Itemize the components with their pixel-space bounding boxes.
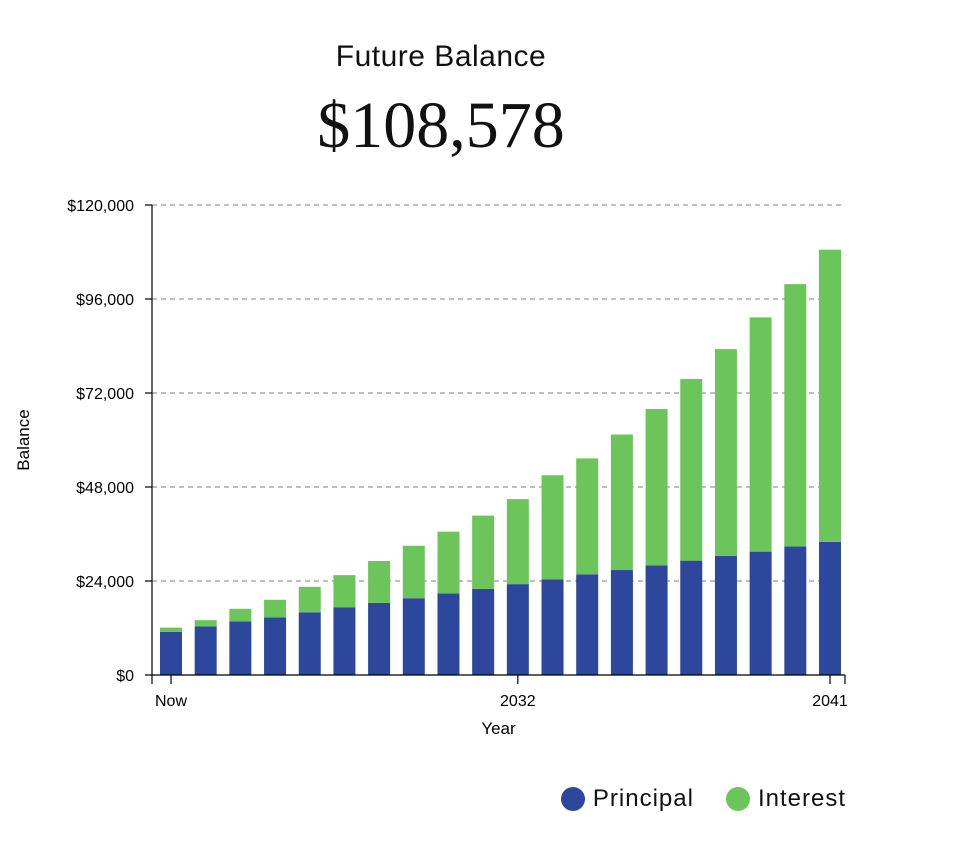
- bar-principal: [714, 555, 737, 675]
- bar-principal: [541, 579, 564, 675]
- bar-principal: [437, 593, 460, 675]
- bar-principal: [229, 621, 252, 675]
- y-tick-label: $48,000: [76, 480, 134, 497]
- bar-principal: [333, 607, 356, 675]
- bar-principal: [645, 565, 668, 675]
- bar-interest: [541, 475, 564, 580]
- future-balance-amount: $108,578: [317, 89, 565, 162]
- grid-lines: [152, 204, 845, 582]
- bar-interest: [229, 608, 252, 622]
- bar-interest: [714, 349, 737, 556]
- legend-label-principal: Principal: [592, 785, 694, 812]
- bar-interest: [645, 409, 668, 566]
- bar-interest: [264, 599, 287, 618]
- x-tick-label: 2041: [812, 693, 848, 710]
- legend-item-principal: Principal: [560, 785, 694, 813]
- bar-interest: [160, 627, 182, 632]
- x-tick-label: Now: [155, 693, 187, 710]
- bar-principal: [160, 631, 182, 675]
- principal-swatch-icon: [560, 787, 585, 811]
- legend: Principal Interest: [529, 785, 846, 813]
- bar-interest: [368, 561, 391, 603]
- bar-interest: [576, 458, 599, 575]
- bar-interest: [472, 515, 495, 589]
- legend-item-interest: Interest: [725, 785, 846, 813]
- y-tick-label: $96,000: [76, 292, 134, 309]
- bar-principal: [784, 546, 807, 675]
- axes: $0 $24,000 $48,000 $72,000 $96,000 $120,000 No…: [67, 198, 848, 710]
- bar-principal: [749, 551, 772, 675]
- bar-interest: [610, 434, 633, 571]
- bar-principal: [576, 574, 599, 675]
- bar-principal: [472, 588, 495, 675]
- y-tick-label: $72,000: [76, 386, 134, 403]
- y-tick-label: $24,000: [76, 574, 134, 591]
- balance-chart: $0 $24,000 $48,000 $72,000 $96,000 $120,000 No…: [14, 198, 848, 738]
- bars: [160, 249, 841, 675]
- x-tick-label: 2032: [500, 693, 536, 710]
- bar-interest: [402, 545, 425, 599]
- bar-interest: [194, 620, 217, 627]
- bar-principal: [610, 570, 633, 675]
- bar-interest: [680, 378, 703, 561]
- y-tick-label: $0: [116, 668, 134, 685]
- chart-title: Future Balance: [335, 40, 547, 73]
- bar-principal: [264, 617, 287, 675]
- bar-principal: [680, 560, 703, 675]
- bar-interest: [333, 575, 356, 608]
- y-axis-label: Balance: [14, 409, 33, 470]
- bar-principal: [368, 602, 391, 675]
- bar-principal: [819, 541, 841, 675]
- x-axis-label: Year: [481, 719, 516, 738]
- interest-swatch-icon: [725, 787, 750, 811]
- legend-label-interest: Interest: [757, 785, 846, 812]
- bar-interest: [784, 284, 807, 547]
- bar-principal: [194, 626, 217, 675]
- bar-interest: [506, 499, 529, 585]
- bar-interest: [437, 531, 460, 594]
- y-tick-label: $120,000: [67, 198, 134, 215]
- bar-interest: [819, 249, 841, 542]
- bar-interest: [298, 586, 321, 613]
- bar-principal: [298, 612, 321, 675]
- bar-interest: [749, 317, 772, 552]
- bar-principal: [402, 598, 425, 675]
- bar-principal: [506, 584, 529, 675]
